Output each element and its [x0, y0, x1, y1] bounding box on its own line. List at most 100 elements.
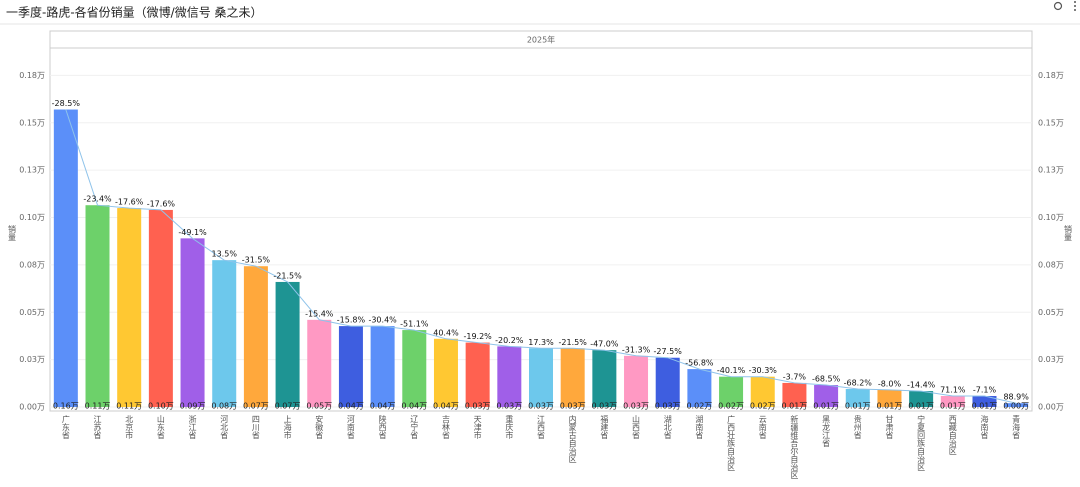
x-tick-label: 吉林省 — [441, 415, 450, 440]
y2-tick-label: 0.05万 — [1038, 308, 1064, 317]
bar — [338, 326, 363, 407]
growth-label: -20.2% — [495, 336, 524, 345]
bar — [370, 326, 395, 407]
x-tick-label: 安徽省 — [315, 414, 324, 440]
x-tick-label: 福建省 — [600, 415, 609, 440]
growth-label: 17.3% — [528, 338, 554, 347]
value-label: 0.03万 — [465, 402, 491, 411]
value-label: 0.01万 — [782, 402, 808, 411]
value-label: 0.04万 — [370, 402, 396, 411]
trend-line — [65, 109, 1017, 404]
value-label: 0.02万 — [750, 402, 776, 411]
growth-label: -7.1% — [973, 386, 997, 395]
growth-label: 40.4% — [433, 328, 459, 337]
bar — [972, 396, 997, 407]
x-tick-label: 西藏自治区 — [948, 415, 957, 455]
value-label: 0.01万 — [972, 402, 998, 411]
growth-label: 71.1% — [940, 386, 966, 395]
bar — [655, 357, 680, 407]
bar — [433, 338, 458, 407]
growth-label: -21.5% — [559, 338, 588, 347]
value-label: 0.07万 — [243, 402, 269, 411]
x-tick-label: 河南省 — [346, 414, 355, 440]
growth-label: -15.8% — [337, 316, 366, 325]
x-tick-label: 天津市 — [473, 415, 482, 440]
value-label: 0.01万 — [813, 402, 839, 411]
growth-label: -27.5% — [654, 347, 683, 356]
y-tick-label: 0.10万 — [19, 213, 45, 222]
refresh-icon[interactable] — [1053, 1, 1063, 11]
growth-label: -15.4% — [305, 309, 334, 318]
more-icon[interactable] — [1074, 1, 1076, 11]
x-tick-label: 辽宁省 — [410, 415, 419, 440]
chart-title: 一季度-路虎-各省份销量（微博/微信号 桑之未） — [6, 5, 263, 20]
x-tick-label: 新疆维吾尔自治区 — [790, 414, 799, 479]
x-tick-label: 广西壮族自治区 — [727, 414, 736, 471]
growth-label: -17.6% — [147, 199, 176, 208]
value-label: 0.03万 — [591, 402, 617, 411]
growth-label: -8.0% — [878, 379, 902, 388]
y-tick-label: 0.03万 — [19, 355, 45, 364]
value-label: 0.11万 — [116, 402, 142, 411]
growth-label: -56.8% — [685, 359, 714, 368]
y2-tick-label: 0.18万 — [1038, 71, 1064, 80]
bar — [275, 281, 300, 407]
bar — [719, 376, 744, 407]
y-tick-label: 0.08万 — [19, 260, 45, 269]
x-tick-label: 北京市 — [125, 415, 134, 440]
column-header: 2025年 — [527, 35, 555, 45]
y2-tick-label: 0.15万 — [1038, 118, 1064, 127]
value-label: 0.09万 — [180, 402, 206, 411]
x-tick-label: 江西省 — [537, 415, 546, 440]
bar — [117, 208, 142, 407]
value-label: 0.04万 — [433, 402, 459, 411]
x-tick-label: 湖北省 — [663, 415, 672, 440]
y2-tick-label: 0.03万 — [1038, 355, 1064, 364]
bar — [53, 109, 78, 408]
x-tick-label: 贵州省 — [853, 414, 862, 440]
bar — [877, 389, 902, 407]
y-tick-label: 0.05万 — [19, 308, 45, 317]
value-label: 0.01万 — [877, 402, 903, 411]
growth-label: -21.5% — [273, 271, 302, 280]
bar — [529, 348, 553, 407]
y2-tick-label: 0.10万 — [1038, 213, 1064, 222]
value-label: 0.01万 — [940, 402, 966, 411]
bar — [402, 330, 427, 407]
value-label: 0.04万 — [401, 402, 427, 411]
value-label: 0.10万 — [148, 402, 174, 411]
x-tick-label: 海南省 — [980, 414, 989, 440]
x-tick-label: 重庆市 — [505, 414, 514, 440]
value-label: 0.02万 — [686, 402, 712, 411]
x-tick-label: 河北省 — [220, 414, 229, 440]
value-label: 0.03万 — [655, 402, 681, 411]
y-tick-label: 0.15万 — [19, 118, 45, 127]
growth-label: 13.5% — [212, 250, 238, 259]
value-label: 0.11万 — [85, 402, 111, 411]
growth-label: 88.9% — [1003, 393, 1029, 402]
growth-label: -51.1% — [400, 320, 429, 329]
bar — [307, 319, 332, 407]
bar — [940, 396, 965, 407]
y-tick-label: 0.13万 — [19, 166, 45, 175]
growth-label: -19.2% — [463, 332, 492, 341]
value-label: 0.03万 — [623, 402, 649, 411]
growth-label: -68.5% — [812, 375, 841, 384]
y-tick-label: 0.00万 — [19, 403, 45, 412]
x-tick-label: 山西省 — [632, 414, 641, 440]
x-tick-label: 黑龙江省 — [822, 415, 831, 448]
bar — [845, 389, 870, 407]
x-tick-label: 宁夏回族自治区 — [917, 414, 926, 471]
growth-label: -47.0% — [590, 340, 619, 349]
value-label: 0.07万 — [275, 402, 301, 411]
bar — [1004, 403, 1029, 407]
growth-label: -28.5% — [52, 99, 81, 108]
value-label: 0.03万 — [528, 402, 554, 411]
growth-label: -68.2% — [844, 379, 873, 388]
growth-label: -30.4% — [368, 316, 397, 325]
plot-frame — [49, 30, 1033, 412]
bar — [180, 238, 205, 407]
growth-label: -14.4% — [907, 381, 936, 390]
x-tick-label: 四川省 — [251, 415, 260, 440]
growth-label: -31.3% — [622, 345, 651, 354]
